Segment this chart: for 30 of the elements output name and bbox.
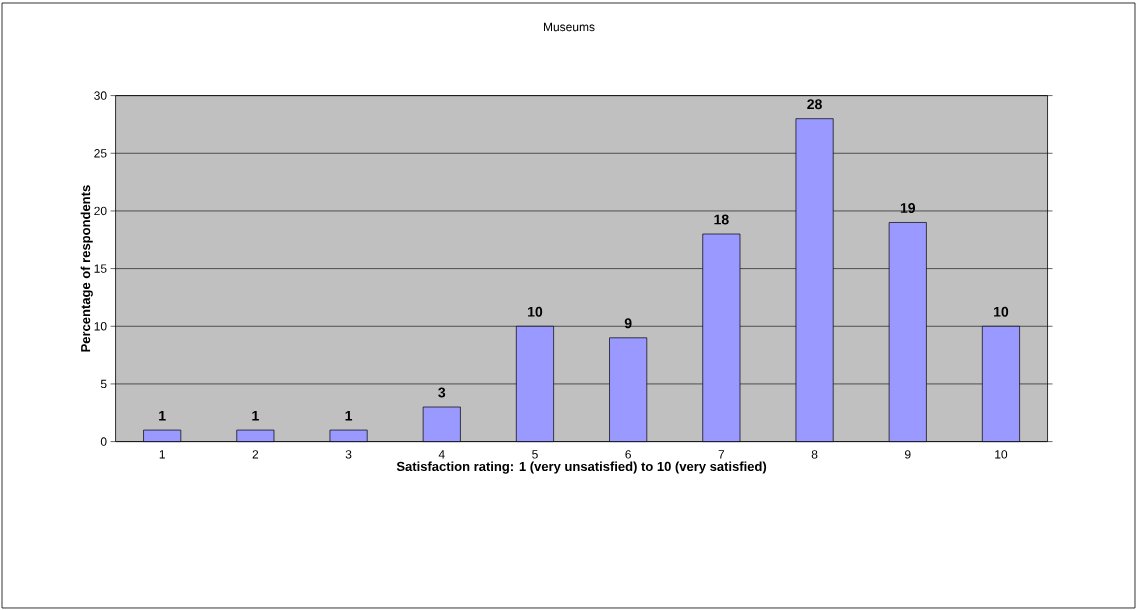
x-tick-label: 6 (625, 450, 631, 459)
data-label: 10 (528, 306, 543, 317)
y-axis-title: Percentage of respondents (80, 185, 93, 352)
data-label: 18 (714, 214, 729, 225)
y-tick-label: 10 (94, 322, 107, 331)
x-tick-label: 9 (904, 450, 911, 459)
x-tick-label: 1 (159, 450, 165, 459)
data-label: 9 (624, 318, 632, 329)
chart-title: Museums (543, 22, 595, 32)
data-label: 28 (807, 99, 822, 110)
x-tick-label: 10 (995, 450, 1008, 459)
x-tick-label: 2 (252, 450, 259, 459)
x-axis-title: Satisfaction rating: 1 (very unsatisfied) to 10 (very satisfied) (396, 461, 767, 474)
data-label: 1 (345, 410, 353, 421)
data-label: 1 (252, 410, 259, 421)
y-tick-label: 15 (94, 264, 107, 273)
data-label: 19 (900, 203, 916, 213)
y-tick-label: 30 (94, 91, 107, 100)
x-tick-label: 7 (718, 450, 725, 459)
y-tick-label: 20 (94, 206, 107, 216)
x-tick-label: 3 (345, 450, 352, 459)
x-tick-label: 5 (532, 450, 538, 459)
data-label: 3 (438, 387, 446, 398)
x-tick-label: 4 (438, 450, 445, 459)
y-tick-label: 25 (94, 149, 107, 158)
x-tick-label: 8 (811, 450, 818, 459)
data-label: 1 (159, 410, 166, 421)
y-tick-label: 0 (100, 437, 107, 446)
data-label: 10 (994, 306, 1009, 317)
y-tick-label: 5 (100, 379, 107, 389)
